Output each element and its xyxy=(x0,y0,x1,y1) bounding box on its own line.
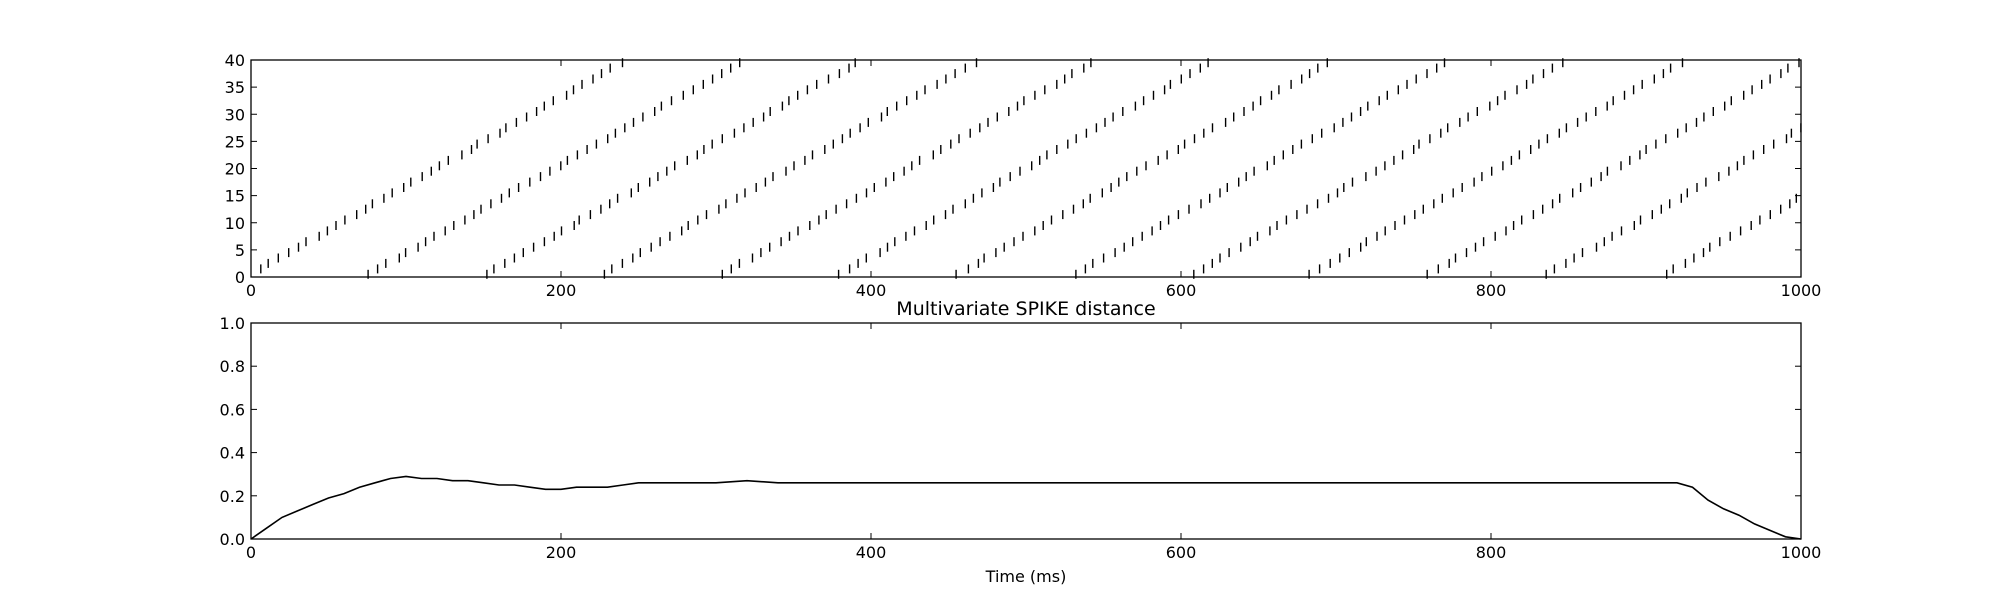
spike-distance-line xyxy=(250,475,1802,540)
distance-x-tick-label: 200 xyxy=(546,543,577,562)
spike-markers xyxy=(260,58,1802,279)
distance-x-tick-label: 0 xyxy=(246,543,256,562)
raster-x-tick-label: 600 xyxy=(1166,281,1197,300)
distance-x-tick-label: 600 xyxy=(1166,543,1197,562)
distance-y-tick-label: 0.2 xyxy=(220,487,245,506)
raster-y-tick-label: 30 xyxy=(225,105,245,124)
raster-x-tick-label: 800 xyxy=(1476,281,1507,300)
distance-plot-title: Multivariate SPIKE distance xyxy=(896,298,1155,320)
raster-x-tick-label: 400 xyxy=(856,281,887,300)
distance-x-tick-label: 1000 xyxy=(1781,543,1822,562)
spike-raster-panel: 0 200 400 600 800 1000 0 5 10 15 20 25 30 35 40 xyxy=(225,51,1822,300)
raster-y-tick-label: 35 xyxy=(225,78,245,97)
raster-y-tick-label: 10 xyxy=(225,214,245,233)
raster-y-tick-label: 20 xyxy=(225,160,245,179)
raster-y-tick-label: 25 xyxy=(225,132,245,151)
raster-x-tick-label: 200 xyxy=(546,281,577,300)
spike-distance-panel: Multivariate SPIKE distance Time (ms) 0 2… xyxy=(220,298,1822,586)
raster-x-tick-label: 1000 xyxy=(1781,281,1822,300)
distance-y-tick-label: 1.0 xyxy=(220,314,245,333)
distance-x-tick-label: 800 xyxy=(1476,543,1507,562)
raster-y-tick-label: 0 xyxy=(235,268,245,287)
distance-x-axis-label: Time (ms) xyxy=(985,567,1067,586)
raster-x-tick-label: 0 xyxy=(246,281,256,300)
distance-plot-frame xyxy=(250,322,1802,540)
raster-plot-frame xyxy=(250,59,1802,278)
distance-y-tick-label: 0.8 xyxy=(220,357,245,376)
distance-y-tick-label: 0.4 xyxy=(220,444,245,463)
raster-y-tick-label: 40 xyxy=(225,51,245,70)
distance-x-tick-label: 400 xyxy=(856,543,887,562)
raster-y-tick-label: 15 xyxy=(225,187,245,206)
distance-y-tick-label: 0.0 xyxy=(220,530,245,549)
distance-y-tick-label: 0.6 xyxy=(220,400,245,419)
raster-y-tick-label: 5 xyxy=(235,241,245,260)
